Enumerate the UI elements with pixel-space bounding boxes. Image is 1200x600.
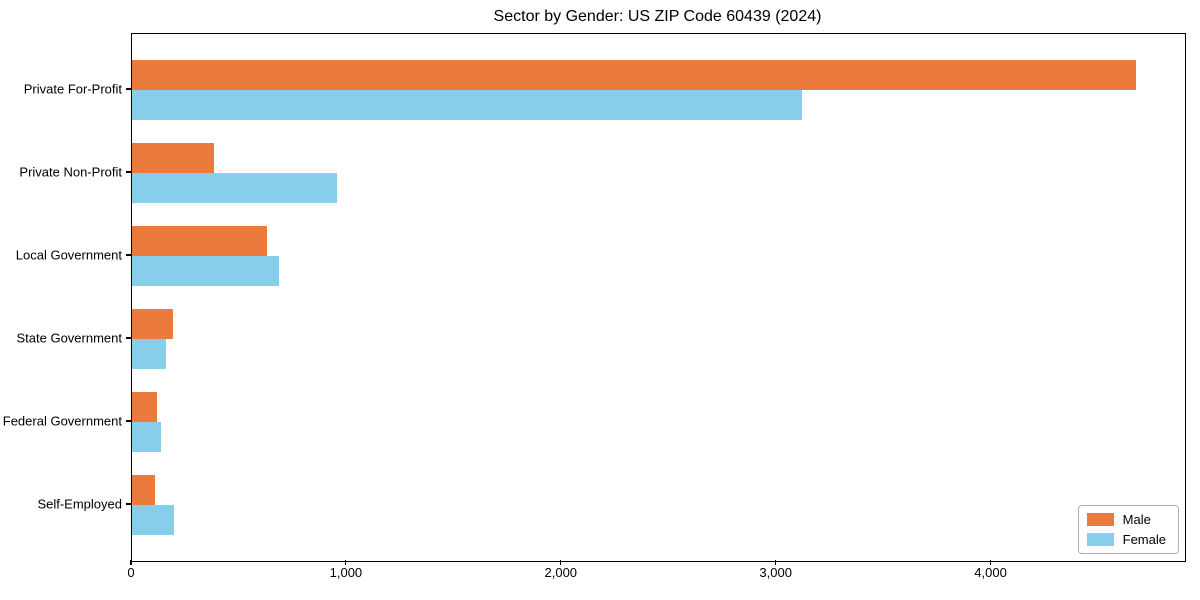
bar-female	[132, 256, 280, 286]
y-axis-category-label: Private Non-Profit	[19, 164, 122, 180]
bar-male	[132, 309, 173, 339]
chart-title: Sector by Gender: US ZIP Code 60439 (202…	[493, 8, 822, 25]
y-axis-category-label: Self-Employed	[37, 496, 122, 512]
x-axis-tick-label: 1,000	[329, 565, 363, 580]
x-axis-tick-mark	[989, 560, 992, 565]
y-axis-tick-mark	[126, 254, 131, 256]
x-axis-tick-mark	[130, 560, 132, 565]
bar-female	[132, 421, 161, 452]
bar-female	[132, 90, 803, 120]
legend-label-female: Female	[1122, 532, 1166, 547]
bar-female	[132, 173, 338, 203]
y-axis-tick-mark	[126, 337, 131, 339]
x-axis-tick-mark	[560, 560, 562, 565]
x-axis-tick-label: 4,000	[974, 565, 1007, 580]
bar-female	[132, 338, 167, 369]
x-axis-tick-label: 3,000	[759, 565, 792, 580]
x-axis-tick-mark	[345, 560, 347, 565]
legend-item-female: Female	[1086, 532, 1166, 547]
male-color-swatch	[1086, 513, 1114, 526]
y-axis-category-label: Private For-Profit	[23, 81, 122, 97]
y-axis-category-label: Local Government	[15, 247, 122, 263]
y-axis-tick-mark	[126, 171, 131, 173]
bar-female	[132, 504, 174, 535]
plot-area: Male Female	[131, 33, 1186, 562]
bar-male	[132, 392, 157, 422]
y-axis-tick-mark	[126, 420, 131, 422]
y-axis-tick-mark	[126, 503, 131, 505]
bar-male	[132, 226, 268, 256]
x-axis-tick-mark	[775, 560, 777, 565]
x-axis-tick-label: 0	[127, 565, 135, 580]
female-color-swatch	[1086, 533, 1114, 546]
legend-label-male: Male	[1122, 512, 1151, 527]
bar-male	[132, 60, 1136, 91]
bar-male	[132, 475, 155, 505]
y-axis-category-label: State Government	[16, 330, 123, 346]
legend-item-male: Male	[1086, 512, 1166, 527]
y-axis-category-label: Federal Government	[2, 413, 122, 429]
y-axis-tick-mark	[126, 88, 131, 90]
bar-male	[132, 143, 214, 173]
x-axis-tick-label: 2,000	[544, 565, 578, 580]
legend: Male Female	[1077, 505, 1179, 554]
